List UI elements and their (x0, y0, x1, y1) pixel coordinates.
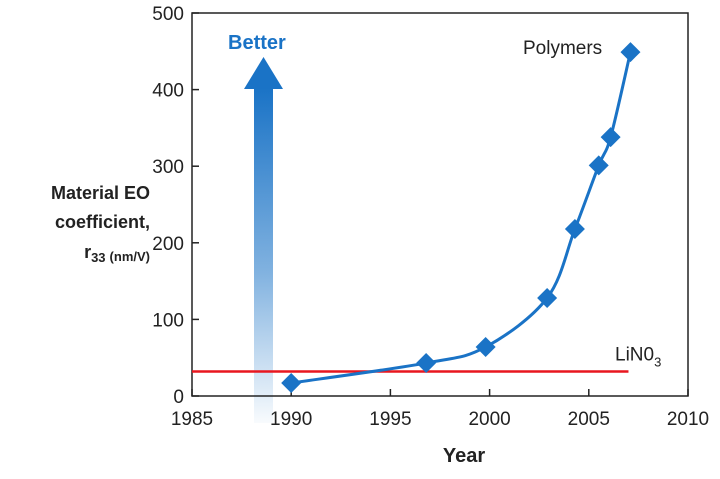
linbo3-label: LiN03 (615, 344, 661, 369)
x-axis-title: Year (443, 445, 485, 467)
y-axis-title-line1: Material EO (51, 183, 150, 203)
x-axis: 1985 1990 1995 2000 2005 2010 (171, 389, 709, 430)
y-axis-title-line3: r33 (nm/V) (84, 242, 150, 265)
y-axis-title-line2: coefficient, (55, 212, 150, 232)
y-tick-label: 0 (173, 387, 184, 408)
y-tick-label: 100 (152, 310, 184, 331)
x-tick-label: 2010 (667, 409, 709, 430)
polymers-series-line (290, 51, 632, 385)
y-tick-label: 200 (152, 234, 184, 255)
data-point-marker (281, 372, 302, 393)
better-label: Better (228, 32, 286, 54)
data-point-marker (620, 42, 641, 63)
data-point-marker (416, 353, 437, 374)
y-axis-title: Material EO coefficient, r33 (nm/V) (51, 183, 150, 265)
x-tick-label: 2005 (568, 409, 610, 430)
polymers-series-markers (281, 42, 641, 393)
x-tick-label: 1985 (171, 409, 213, 430)
x-tick-label: 1995 (369, 409, 411, 430)
plot-frame (191, 12, 689, 397)
data-point-marker (564, 219, 585, 240)
better-arrow-head (244, 57, 283, 89)
data-point-marker (475, 336, 496, 357)
data-point-marker (588, 155, 609, 176)
x-tick-label: 1990 (270, 409, 312, 430)
data-point-marker (600, 127, 621, 148)
data-point-marker (537, 287, 558, 308)
y-tick-label: 400 (152, 81, 184, 102)
y-axis: 0 100 200 300 400 500 (152, 4, 199, 408)
better-arrow-shaft (254, 88, 273, 423)
better-arrow (244, 57, 283, 423)
polymers-series-label: Polymers (523, 38, 602, 59)
x-tick-label: 2000 (468, 409, 510, 430)
y-tick-label: 300 (152, 157, 184, 178)
y-tick-label: 500 (152, 4, 184, 25)
